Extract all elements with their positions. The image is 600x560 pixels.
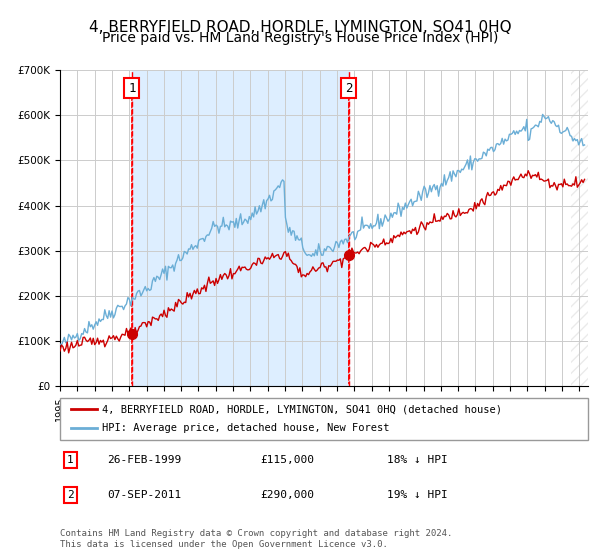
FancyBboxPatch shape xyxy=(60,398,588,440)
Text: 4, BERRYFIELD ROAD, HORDLE, LYMINGTON, SO41 0HQ (detached house): 4, BERRYFIELD ROAD, HORDLE, LYMINGTON, S… xyxy=(102,404,502,414)
Text: 4, BERRYFIELD ROAD, HORDLE, LYMINGTON, SO41 0HQ: 4, BERRYFIELD ROAD, HORDLE, LYMINGTON, S… xyxy=(89,20,511,35)
Bar xyxy=(571,70,588,386)
Bar xyxy=(132,70,349,386)
Text: 2: 2 xyxy=(345,82,353,95)
Text: Contains HM Land Registry data © Crown copyright and database right 2024.
This d: Contains HM Land Registry data © Crown c… xyxy=(60,529,452,549)
Text: 07-SEP-2011: 07-SEP-2011 xyxy=(107,490,182,500)
Text: 1: 1 xyxy=(67,455,74,465)
Text: £115,000: £115,000 xyxy=(260,455,314,465)
Text: Price paid vs. HM Land Registry's House Price Index (HPI): Price paid vs. HM Land Registry's House … xyxy=(102,31,498,45)
Text: 2: 2 xyxy=(67,490,74,500)
Text: 18% ↓ HPI: 18% ↓ HPI xyxy=(388,455,448,465)
Bar xyxy=(571,70,588,386)
Text: £290,000: £290,000 xyxy=(260,490,314,500)
Text: 1: 1 xyxy=(128,82,136,95)
Text: 19% ↓ HPI: 19% ↓ HPI xyxy=(388,490,448,500)
Text: 26-FEB-1999: 26-FEB-1999 xyxy=(107,455,182,465)
Text: HPI: Average price, detached house, New Forest: HPI: Average price, detached house, New … xyxy=(102,423,390,433)
